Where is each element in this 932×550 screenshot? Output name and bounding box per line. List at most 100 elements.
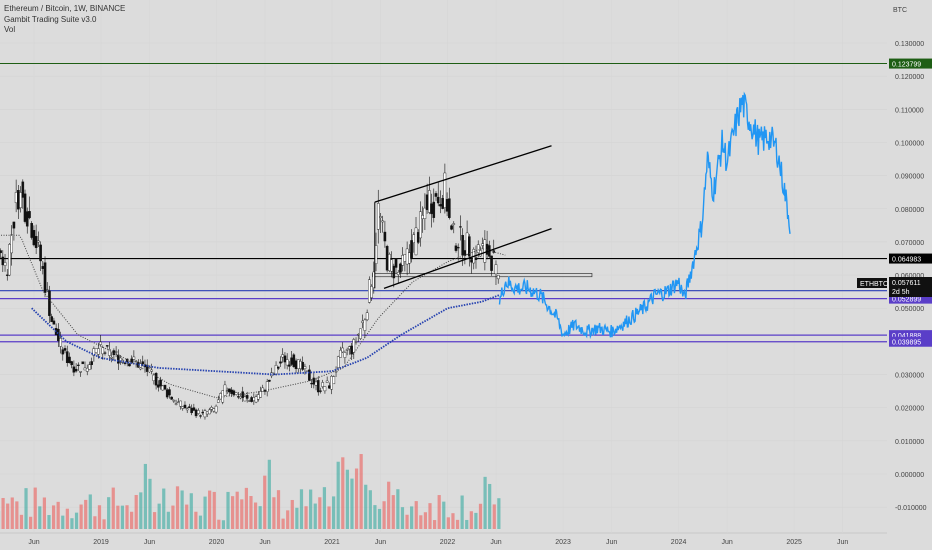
candle-body (432, 201, 436, 218)
volume-bar (488, 483, 492, 529)
candle-body (10, 234, 13, 254)
candle-body (279, 361, 282, 364)
volume-bar (419, 515, 423, 529)
volume-bar (203, 496, 207, 529)
volume-bar (446, 517, 450, 529)
volume-bar (226, 491, 230, 529)
candle-body (350, 345, 353, 355)
candle-body (188, 406, 191, 408)
candle-body (303, 366, 307, 369)
candle-body (117, 354, 120, 364)
candle-body (216, 399, 220, 403)
candle-body (197, 410, 200, 414)
volume-bar (290, 499, 294, 529)
candle-body (230, 389, 233, 394)
x-tick-label: Jun (144, 539, 155, 546)
volume-bar (387, 481, 391, 529)
volume-bar (148, 478, 152, 529)
candle-body (241, 391, 245, 398)
candle-body (165, 389, 169, 398)
candle-body (256, 394, 260, 400)
indicator-name[interactable]: Gambit Trading Suite v3.0 (4, 14, 97, 24)
volume-bar (253, 502, 258, 529)
candle-body (108, 349, 111, 356)
candle-body (65, 351, 69, 364)
candle-body (294, 360, 298, 370)
volume-bar (396, 489, 400, 529)
candle-body (376, 203, 380, 230)
candle-body (97, 348, 100, 355)
volume-bar (107, 497, 111, 529)
x-tick-label: 2020 (209, 539, 225, 546)
volume-bar (272, 497, 276, 529)
candle-body (430, 203, 433, 215)
volume-bar (15, 501, 19, 529)
channel-line (374, 145, 552, 203)
candle-body (396, 272, 400, 275)
candle-body (454, 245, 458, 251)
level-label: 0.041888 (892, 333, 921, 340)
candle-body (48, 290, 51, 316)
candle-body (152, 374, 156, 381)
volume-bar (414, 501, 418, 529)
candle-body (410, 240, 413, 259)
candle-body (154, 373, 158, 386)
candle-body (285, 359, 289, 366)
candle-body (265, 381, 269, 392)
volume-bar (102, 519, 106, 529)
volume-bar (258, 506, 262, 529)
candle-body (261, 387, 265, 392)
candle-body (128, 363, 131, 367)
volume-bar (478, 503, 483, 529)
volume-bar (331, 496, 336, 529)
candle-body (319, 390, 322, 392)
volume-bar (10, 497, 14, 529)
candle-body (394, 258, 398, 268)
volume-bar (157, 503, 161, 529)
volume-bar (492, 504, 496, 529)
candle-body (443, 172, 447, 208)
candle-body (34, 236, 38, 248)
volume-bar (1, 497, 5, 529)
candle-body (101, 347, 105, 355)
candle-body (81, 361, 85, 365)
candle-body (385, 245, 389, 271)
current-price-label: 0.057611 (892, 280, 921, 287)
candle-body (425, 194, 429, 211)
x-tick-label: Jun (490, 539, 501, 546)
candle-body (105, 345, 109, 347)
candle-body (405, 248, 409, 265)
volume-bar (309, 489, 313, 529)
candle-body (441, 198, 444, 209)
candle-body (323, 386, 327, 392)
candle-body (1, 256, 5, 266)
candle-body (192, 407, 196, 411)
candle-body (159, 379, 162, 387)
candle-body (245, 395, 249, 399)
candle-body (205, 411, 209, 415)
candle-body (45, 289, 49, 291)
candle-body (39, 244, 42, 262)
volume-bar (497, 498, 501, 529)
candle-body (310, 382, 313, 385)
volume-bar (364, 484, 368, 529)
candle-body (328, 385, 331, 389)
volume-bar (65, 508, 69, 529)
volume-bar (345, 469, 349, 529)
candle-body (416, 232, 420, 243)
symbol-title[interactable]: Ethereum / Bitcoin, 1W, BINANCE (4, 4, 126, 13)
countdown-label: 2d 5h (892, 289, 910, 296)
volume-bar (455, 519, 460, 529)
y-tick-label: 0.030000 (895, 373, 924, 380)
candle-body (14, 192, 18, 204)
volume-label[interactable]: Vol (4, 25, 16, 34)
candle-body (43, 262, 47, 293)
candle-body (163, 384, 167, 390)
volume-bar (276, 490, 281, 529)
candle-body (21, 181, 25, 198)
volume-bars (0, 454, 501, 529)
slow-moving-average (31, 294, 500, 376)
candle-body (19, 192, 22, 208)
volume-bar (61, 515, 65, 529)
